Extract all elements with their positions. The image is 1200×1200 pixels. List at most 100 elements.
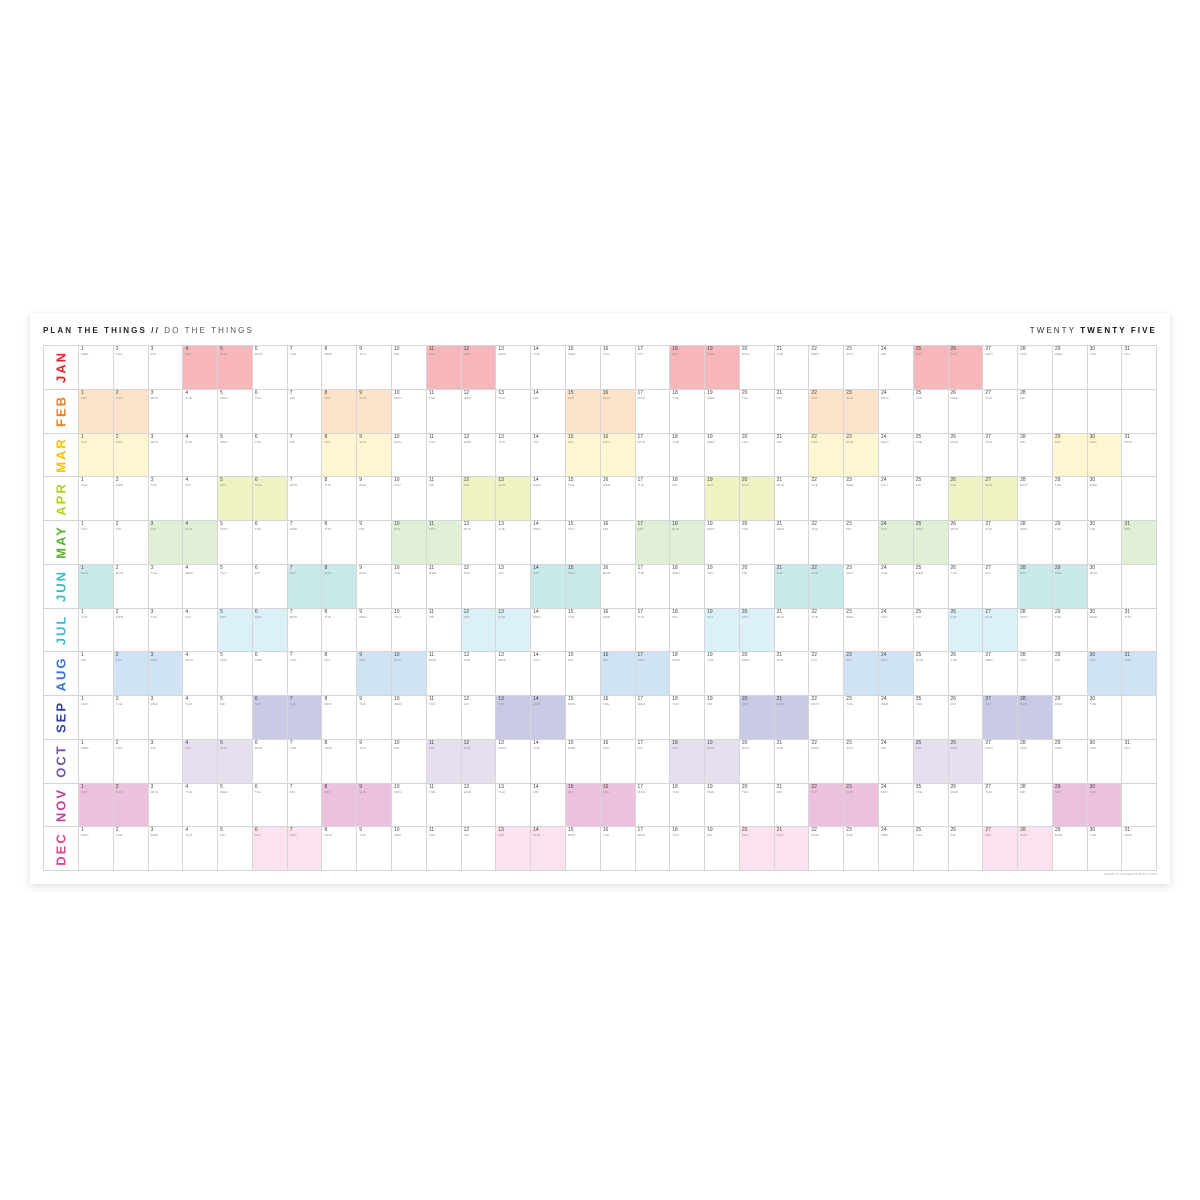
day-cell[interactable]: 3 WED <box>148 696 184 740</box>
day-cell[interactable]: 4 WED <box>183 564 219 609</box>
day-cell[interactable]: 19 TUE <box>705 652 740 696</box>
day-cell[interactable]: 24 SUN <box>878 652 914 696</box>
day-cell[interactable]: 23 THU <box>844 739 879 784</box>
day-cell[interactable]: 29 WED <box>1052 346 1088 390</box>
day-cell[interactable]: 16 FRI <box>600 521 636 565</box>
day-cell[interactable]: 11 TUE <box>426 783 462 828</box>
day-cell[interactable]: 7 WED <box>287 521 323 565</box>
day-cell[interactable]: 24 SAT <box>878 521 914 565</box>
day-cell[interactable]: 11 WED <box>426 564 462 609</box>
day-cell[interactable]: 16 WED <box>600 608 636 653</box>
day-cell[interactable]: 22 TUE <box>809 477 845 521</box>
day-cell[interactable]: 20 FRI <box>739 564 775 609</box>
day-cell[interactable]: 8 MON <box>322 696 358 740</box>
day-cell[interactable]: 21 FRI <box>774 783 810 828</box>
day-cell[interactable]: 31 MON <box>1122 433 1158 478</box>
day-cell[interactable]: 12 TUE <box>461 652 497 696</box>
day-cell[interactable]: 19 WED <box>705 783 740 828</box>
day-cell[interactable]: 4 SAT <box>183 739 219 784</box>
day-cell[interactable]: 18 TUE <box>670 389 706 434</box>
day-cell[interactable]: 31 SUN <box>1122 652 1158 696</box>
day-cell[interactable]: 1 WED <box>79 346 114 390</box>
day-cell[interactable]: 8 SAT <box>322 389 358 434</box>
day-cell[interactable]: 14 WED <box>531 521 566 565</box>
day-cell[interactable]: 29 THU <box>1052 521 1088 565</box>
day-cell[interactable]: 2 FRI <box>113 521 149 565</box>
day-cell[interactable]: 24 MON <box>878 389 914 434</box>
day-cell[interactable]: 20 THU <box>739 783 775 828</box>
day-cell[interactable]: 13 SUN <box>496 608 532 653</box>
day-cell[interactable]: 29 FRI <box>1052 652 1088 696</box>
day-cell[interactable]: 6 THU <box>252 433 288 478</box>
day-cell[interactable]: 28 FRI <box>1018 433 1053 478</box>
day-cell[interactable]: 11 TUE <box>426 433 462 478</box>
day-cell[interactable]: 28 MON <box>1018 477 1053 521</box>
day-cell[interactable]: 29 TUE <box>1052 608 1088 653</box>
day-cell[interactable]: 26 FRI <box>948 827 984 871</box>
day-cell[interactable]: 1 TUE <box>79 608 114 653</box>
day-cell[interactable]: 11 SAT <box>426 346 462 390</box>
day-cell[interactable]: 24 FRI <box>878 346 914 390</box>
day-cell[interactable]: 10 SAT <box>392 521 427 565</box>
day-cell[interactable]: 13 WED <box>496 652 532 696</box>
day-cell[interactable]: 15 THU <box>565 521 601 565</box>
day-cell[interactable]: 17 MON <box>635 433 671 478</box>
day-cell[interactable]: 5 WED <box>218 433 253 478</box>
day-cell[interactable]: 1 MON <box>79 827 114 871</box>
day-cell[interactable]: 19 SAT <box>705 477 740 521</box>
day-cell[interactable]: 11 SAT <box>426 739 462 784</box>
day-cell[interactable]: 14 MON <box>531 608 566 653</box>
day-cell[interactable]: 3 MON <box>148 389 184 434</box>
day-cell[interactable]: 5 SAT <box>218 608 253 653</box>
day-cell[interactable]: 23 SUN <box>844 389 879 434</box>
day-cell[interactable]: 4 SAT <box>183 346 219 390</box>
day-cell[interactable]: 13 THU <box>496 433 532 478</box>
day-cell[interactable]: 21 SUN <box>774 696 810 740</box>
day-cell[interactable]: 4 TUE <box>183 389 219 434</box>
day-cell[interactable]: 26 WED <box>948 433 984 478</box>
day-cell[interactable]: 23 WED <box>844 608 879 653</box>
day-cell[interactable]: 28 TUE <box>1018 739 1053 784</box>
day-cell[interactable]: 30 TUE <box>1087 827 1123 871</box>
day-cell[interactable]: 25 SUN <box>913 521 949 565</box>
day-cell[interactable]: 18 SAT <box>670 739 706 784</box>
day-cell[interactable]: 1 MON <box>79 696 114 740</box>
day-cell[interactable]: 4 FRI <box>183 608 219 653</box>
day-cell[interactable]: 14 SUN <box>531 696 566 740</box>
day-cell[interactable]: 27 WED <box>983 652 1019 696</box>
day-cell[interactable]: 7 TUE <box>287 346 323 390</box>
day-cell[interactable]: 16 TUE <box>600 696 636 740</box>
day-cell[interactable]: 5 SAT <box>218 477 253 521</box>
day-cell[interactable]: 25 TUE <box>913 783 949 828</box>
day-cell[interactable]: 2 SUN <box>113 783 149 828</box>
day-cell[interactable]: 27 MON <box>983 739 1019 784</box>
day-cell[interactable]: 26 SUN <box>948 739 984 784</box>
day-cell[interactable]: 26 WED <box>948 389 984 434</box>
day-cell[interactable]: 3 MON <box>148 783 184 828</box>
day-cell[interactable]: 27 SAT <box>983 827 1019 871</box>
day-cell[interactable]: 17 MON <box>635 783 671 828</box>
day-cell[interactable]: 6 MON <box>252 739 288 784</box>
day-cell[interactable]: 11 TUE <box>426 389 462 434</box>
day-cell[interactable]: 21 SUN <box>774 827 810 871</box>
day-cell[interactable]: 31 SAT <box>1122 521 1158 565</box>
day-cell[interactable]: 29 TUE <box>1052 477 1088 521</box>
day-cell[interactable]: 17 FRI <box>635 346 671 390</box>
day-cell[interactable]: 5 FRI <box>218 827 253 871</box>
day-cell[interactable]: 12 SUN <box>461 739 497 784</box>
day-cell[interactable]: 17 WED <box>635 696 671 740</box>
day-cell[interactable]: 22 WED <box>809 739 845 784</box>
day-cell[interactable]: 22 THU <box>809 521 845 565</box>
day-cell[interactable]: 3 TUE <box>148 564 184 609</box>
day-cell[interactable]: 20 MON <box>739 739 775 784</box>
day-cell[interactable]: 2 MON <box>113 564 149 609</box>
day-cell[interactable]: 18 WED <box>670 564 706 609</box>
day-cell[interactable]: 16 THU <box>600 346 636 390</box>
day-cell[interactable]: 23 SAT <box>844 652 879 696</box>
day-cell[interactable]: 14 SAT <box>531 564 566 609</box>
day-cell[interactable]: 12 THU <box>461 564 497 609</box>
day-cell[interactable]: 11 FRI <box>426 608 462 653</box>
day-cell[interactable]: 3 SAT <box>148 521 184 565</box>
day-cell[interactable]: 16 MON <box>600 564 636 609</box>
day-cell[interactable]: 20 SUN <box>739 477 775 521</box>
